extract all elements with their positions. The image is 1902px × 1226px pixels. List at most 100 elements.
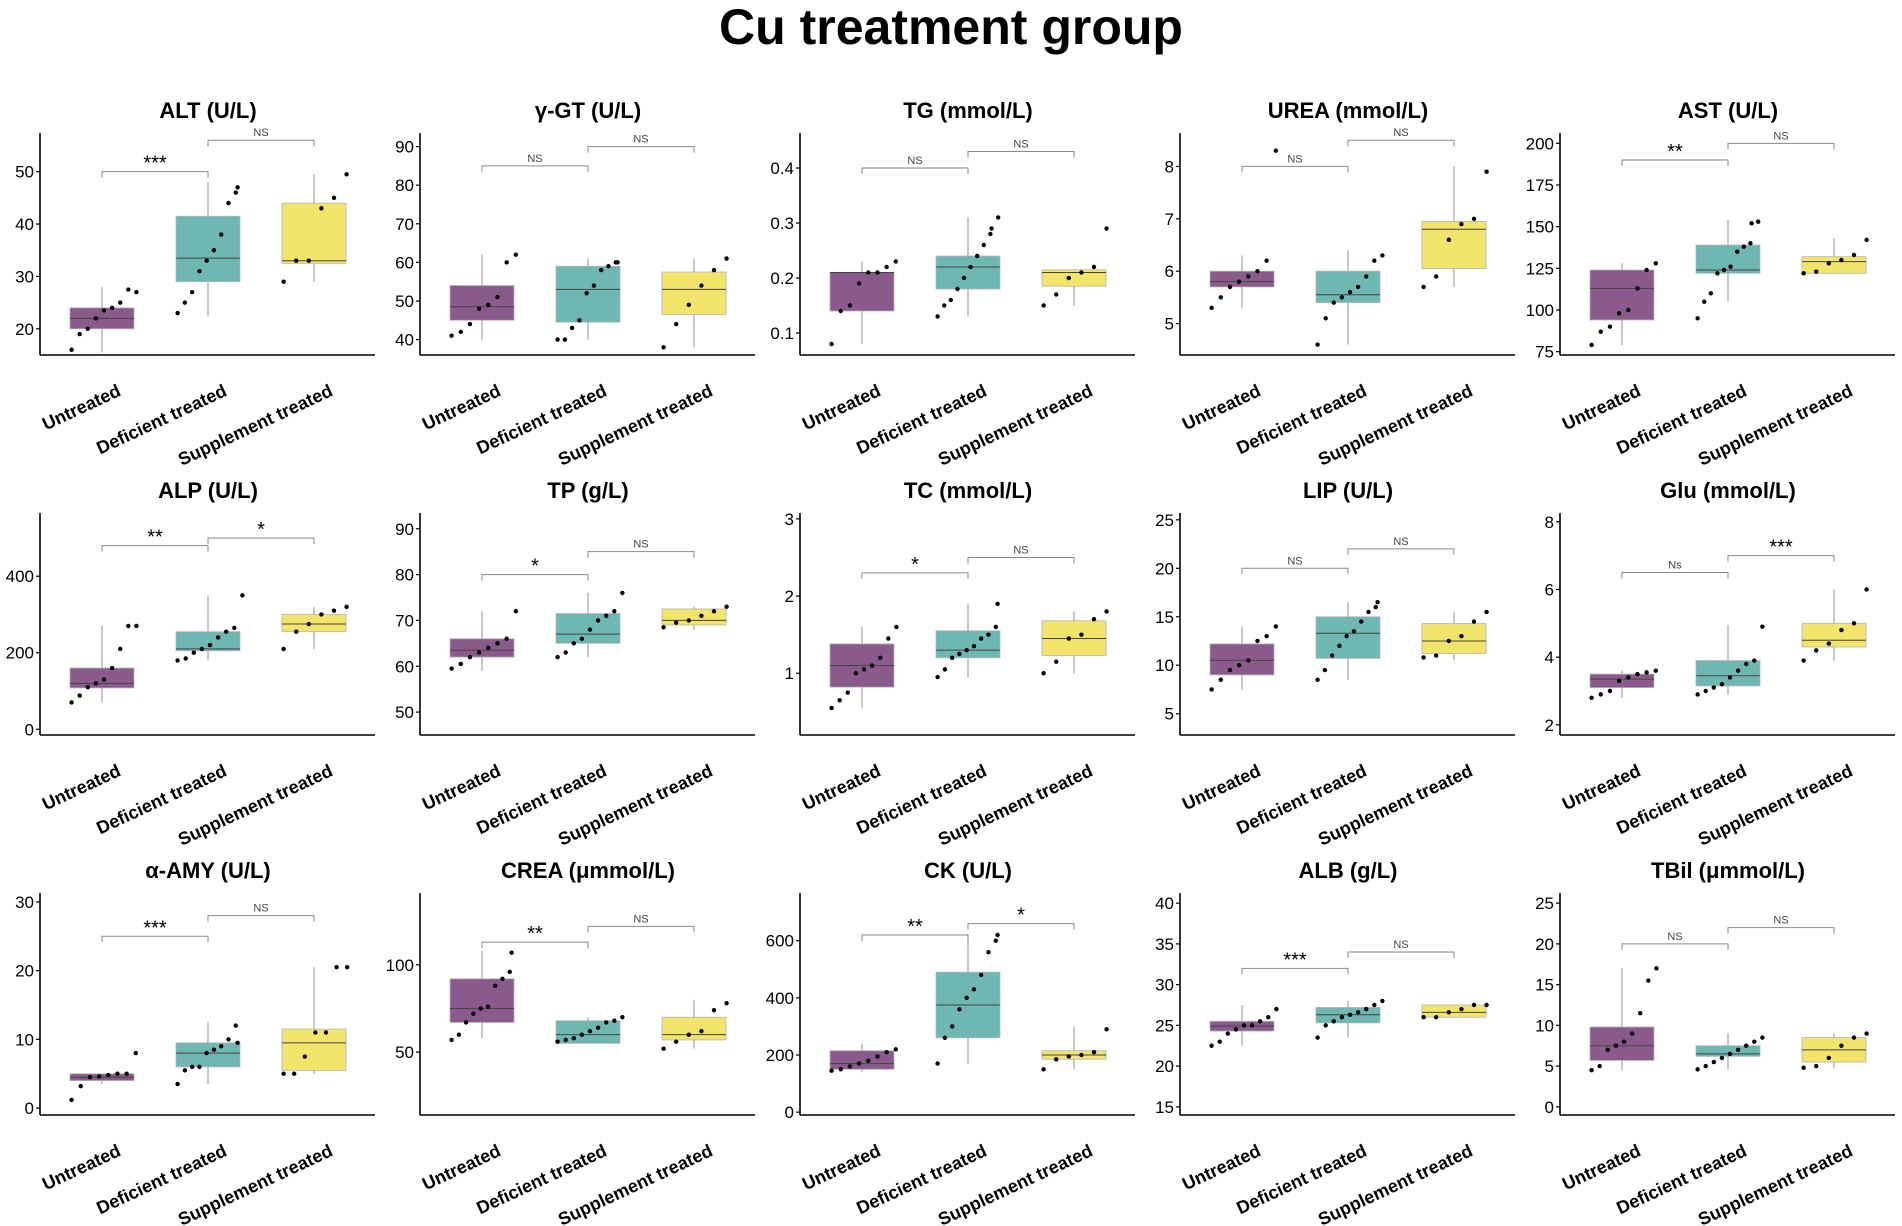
data-point [579,636,585,641]
box-deficient-treated [1315,998,1385,1040]
panel-alt-u-l: ALT (U/L) 20 30 40 50 Untreated Deficient trea… [15,70,380,470]
data-point [1864,237,1869,243]
data-point [949,1024,955,1029]
data-point [975,253,980,259]
data-point [869,663,875,668]
data-point [1744,1043,1749,1048]
data-point [1091,264,1097,270]
data-point [686,302,691,308]
x-tick-label: Untreated [419,1140,504,1194]
y-tick-label: 15 [1535,976,1554,995]
data-point [1066,275,1071,281]
box-deficient-treated [935,932,1001,1066]
significance-bracket: *** [101,917,209,943]
significance-bracket: NS [1621,931,1729,950]
data-point [878,655,883,661]
data-point [334,964,339,970]
data-point [1826,261,1831,266]
y-tick-label: 400 [6,567,34,586]
data-point [856,281,862,286]
data-point [1446,237,1451,242]
box-supplement-treated [1421,166,1489,290]
data-point [1735,249,1740,254]
significance-label: NS [1287,153,1302,165]
data-point [232,625,237,631]
data-point [344,604,349,610]
box-deficient-treated [935,215,1001,319]
data-point [175,658,180,663]
data-point [1421,284,1426,290]
data-point [1209,687,1214,692]
data-point [1654,966,1659,971]
data-point [1749,221,1754,226]
x-tick-label: Untreated [799,1140,884,1194]
y-tick-label: 50 [395,1043,414,1062]
data-point [1218,295,1223,300]
box-deficient-treated [555,258,621,342]
data-point [197,268,202,274]
y-tick-label: 6 [1545,580,1554,599]
data-point [604,1020,609,1025]
significance-bracket: NS [1347,536,1455,555]
data-point [711,609,717,614]
data-point [948,297,953,303]
data-point [85,326,90,332]
data-point [495,641,500,646]
data-point [1703,1063,1708,1069]
data-point [1471,216,1477,222]
data-point [861,667,867,672]
panel-urea-mmol-l: UREA (mmol/L) 5 6 7 8 Untreated Deficient trea… [1165,70,1520,470]
box-body [1801,622,1867,648]
data-point [699,613,704,619]
data-point [875,270,880,275]
significance-bracket: NS [1727,130,1835,150]
y-tick-label: 175 [1526,176,1554,195]
data-point [1041,671,1046,676]
data-point [1421,1015,1426,1020]
data-point [1695,1067,1700,1072]
box-body [829,272,895,312]
data-point [1066,1054,1071,1059]
x-tick-label: Untreated [419,760,504,814]
data-point [1355,1010,1361,1015]
data-point [1605,1047,1610,1053]
data-point [134,289,139,295]
significance-label: NS [1013,139,1028,151]
data-point [1607,324,1613,329]
significance-bracket: NS [861,155,969,174]
data-point [1801,271,1806,276]
y-tick-label: 6 [1165,262,1174,281]
panel-title: CK (U/L) [924,858,1012,883]
data-point [595,1025,601,1030]
chart-tg-mmol-l: TG (mmol/L)0.10.20.30.4UntreatedDeficien… [770,98,1135,470]
y-tick-label: 0.3 [770,214,794,233]
data-point [126,287,131,292]
data-point [204,258,209,263]
data-point [1104,1027,1109,1032]
significance-bracket: NS [587,539,695,558]
data-point [1339,295,1345,300]
data-point [233,190,238,195]
data-point [199,646,205,652]
data-point [563,1037,568,1043]
data-point [1227,667,1233,673]
significance-bracket: NS [207,127,315,147]
data-point [319,612,324,617]
data-point [319,206,324,211]
data-point [281,279,286,284]
data-point [1434,653,1439,658]
data-point [197,1064,202,1070]
panel-title: γ-GT (U/L) [535,98,641,123]
data-point [1638,1010,1643,1016]
data-point [838,1067,843,1072]
data-point [1851,252,1857,258]
data-point [964,995,969,1001]
data-point [993,624,998,630]
box-supplement-treated [1801,1031,1869,1070]
x-tick-label: Untreated [1179,380,1264,434]
data-point [724,256,729,261]
data-point [1274,1006,1279,1012]
box-body [1801,256,1867,274]
data-point [124,1071,129,1076]
